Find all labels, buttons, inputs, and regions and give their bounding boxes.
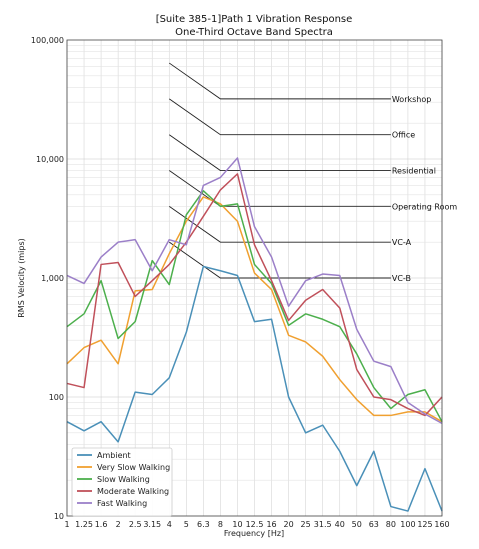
legend-entry: Ambient: [97, 451, 131, 460]
series-lines: [66, 157, 443, 512]
x-tick-label: 125: [417, 520, 432, 529]
criteria-curve: [169, 98, 391, 136]
y-tick-label: 10: [54, 512, 64, 521]
x-tick-label: 1.25: [75, 520, 93, 529]
y-tick-label: 10,000: [36, 155, 64, 164]
criteria-label: Residential: [392, 167, 436, 176]
y-tick-labels: 10 100 1,000 10,000 100,000: [31, 36, 64, 521]
criteria-label: Workshop: [392, 95, 431, 104]
x-tick-label: 16: [266, 520, 276, 529]
x-tick-label: 10: [232, 520, 242, 529]
x-tick-label: 8: [218, 520, 223, 529]
x-tick-label: 1: [64, 520, 69, 529]
criteria-curve: [169, 205, 391, 243]
criteria-label: VC-A: [392, 238, 412, 247]
x-tick-label: 5: [184, 520, 189, 529]
criteria-curve: [169, 134, 391, 171]
x-tick-label: 20: [283, 520, 293, 529]
x-tick-label: 25: [301, 520, 311, 529]
x-tick-label: 3.15: [143, 520, 161, 529]
legend-entry: Very Slow Walking: [97, 463, 170, 472]
y-tick-label: 100: [49, 393, 64, 402]
criteria-curve: [169, 62, 391, 100]
legend: Ambient Very Slow Walking Slow Walking Mode…: [71, 447, 173, 517]
legend-entry: Moderate Walking: [97, 487, 169, 496]
x-tick-label: 80: [386, 520, 396, 529]
series-line: [66, 190, 443, 423]
x-tick-label: 63: [369, 520, 379, 529]
criteria-label: Operating Room: [392, 202, 458, 211]
x-tick-label: 2: [116, 520, 121, 529]
x-tick-label: 6.3: [197, 520, 210, 529]
x-tick-label: 2.5: [129, 520, 142, 529]
x-tick-label: 31.5: [314, 520, 332, 529]
y-axis-label: RMS Velocity (mips): [17, 238, 26, 318]
x-tick-label: 1.6: [95, 520, 108, 529]
x-tick-label: 100: [400, 520, 415, 529]
series-line: [66, 157, 443, 425]
x-tick-label: 12.5: [246, 520, 264, 529]
series-line: [66, 173, 443, 417]
criteria-curve: [169, 241, 391, 279]
x-tick-label: 160: [434, 520, 449, 529]
legend-entry: Slow Walking: [97, 475, 150, 484]
x-tick-label: 4: [167, 520, 172, 529]
x-tick-labels: 1 1.25 1.6 2 2.5 3.15 4 5 6.3 8 10 12.5 16 20 25 31.5 40…: [64, 520, 449, 529]
y-tick-label: 1,000: [41, 274, 64, 283]
series-line: [66, 196, 443, 423]
y-tick-label: 100,000: [31, 36, 64, 45]
criteria-label: VC-B: [392, 274, 411, 283]
legend-box: [71, 447, 173, 517]
criteria-lines: Workshop Office Residential Operating Room V…: [169, 62, 458, 283]
plot-frame: [66, 39, 443, 517]
x-tick-label: 40: [335, 520, 345, 529]
legend-entry: Fast Walking: [97, 499, 147, 508]
chart-subtitle: One-Third Octave Band Spectra: [175, 27, 333, 38]
x-tick-label: 50: [352, 520, 362, 529]
criteria-label: Office: [392, 131, 415, 140]
chart-title: [Suite 385-1]Path 1 Vibration Response: [156, 14, 353, 25]
x-axis-label: Frequency [Hz]: [224, 529, 284, 538]
series-line: [66, 265, 443, 512]
